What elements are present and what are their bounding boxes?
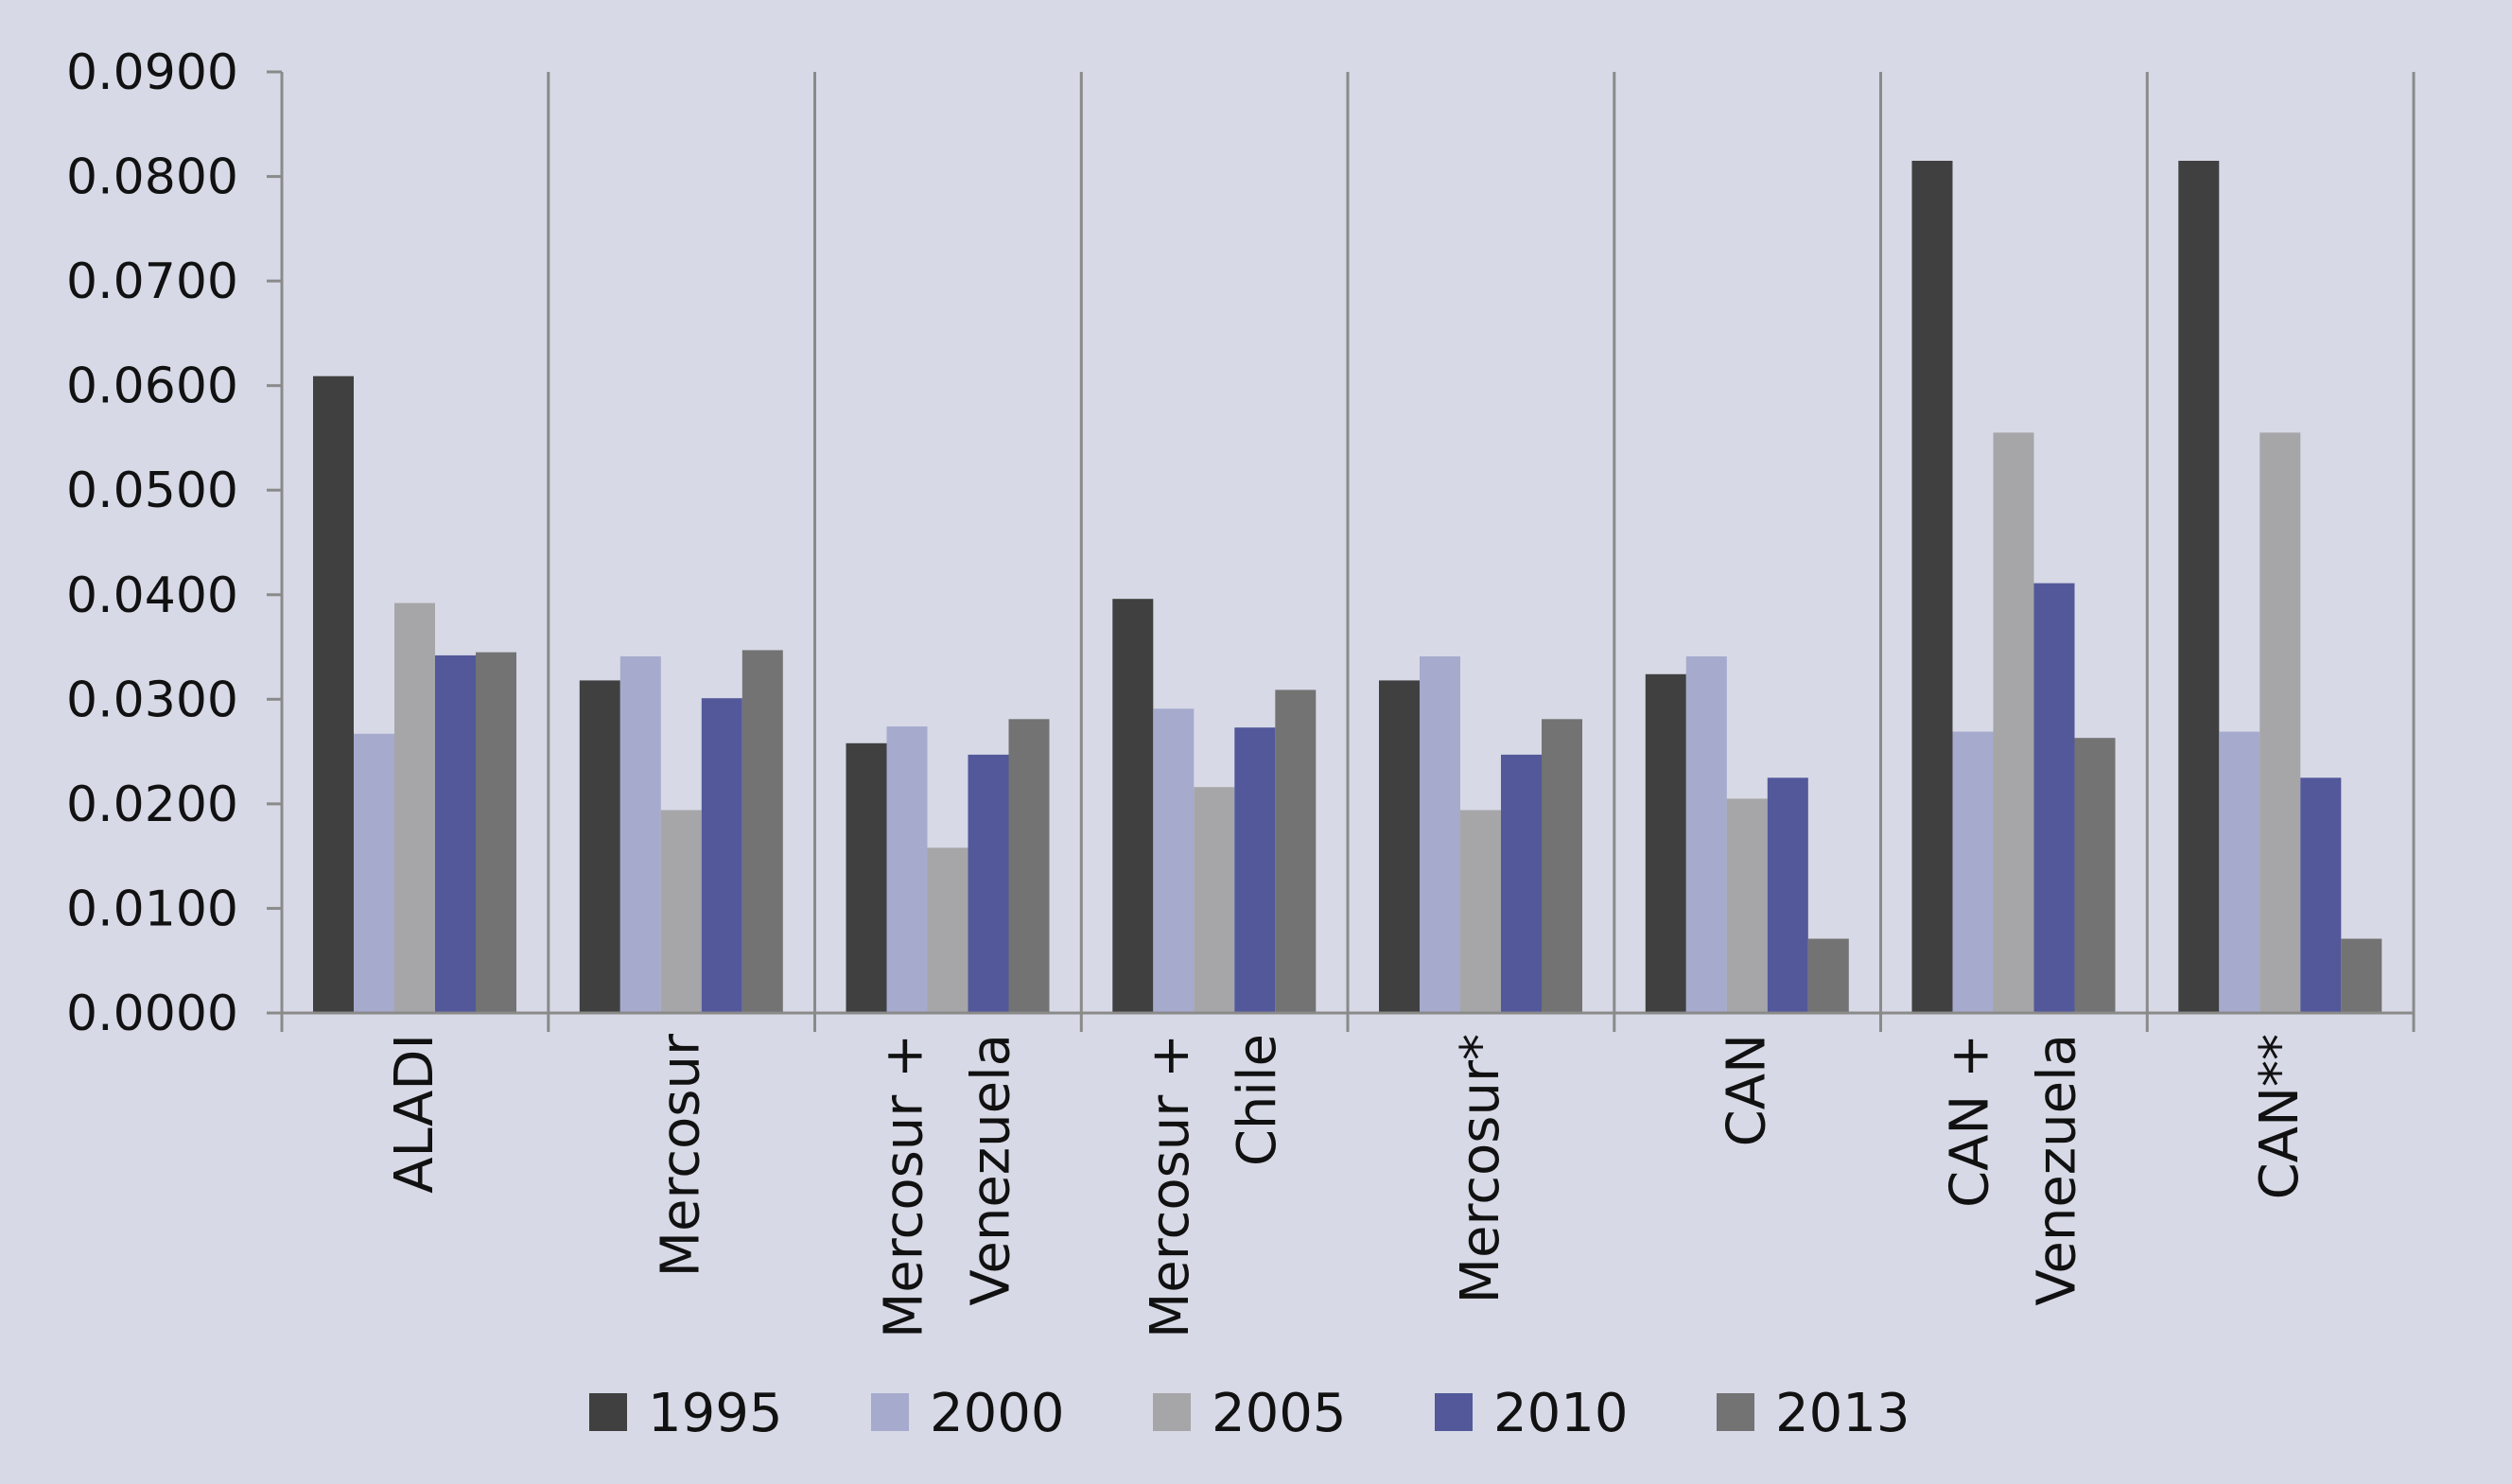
y-tick-label: 0.0500 xyxy=(66,463,238,519)
bar-1995-4 xyxy=(1379,680,1420,1013)
y-tick-label: 0.0000 xyxy=(66,986,238,1042)
legend-swatch-2000 xyxy=(871,1393,909,1431)
bar-1995-7 xyxy=(2178,161,2220,1013)
x-category-label: CAN + xyxy=(1939,1034,2000,1208)
x-category-label: Mercosur + xyxy=(1140,1034,1201,1338)
bar-1995-1 xyxy=(579,680,620,1013)
y-tick-label: 0.0900 xyxy=(66,44,238,101)
bar-2010-1 xyxy=(701,698,742,1013)
legend-swatch-2005 xyxy=(1153,1393,1191,1431)
bar-2013-5 xyxy=(1807,938,1849,1013)
bar-2013-3 xyxy=(1275,690,1317,1013)
bar-2005-2 xyxy=(927,847,968,1013)
y-tick-label: 0.0400 xyxy=(66,567,238,624)
bar-2010-0 xyxy=(435,655,476,1013)
bar-1995-0 xyxy=(313,375,354,1013)
bar-2013-1 xyxy=(741,650,783,1013)
y-tick-label: 0.0700 xyxy=(66,253,238,310)
bar-2005-1 xyxy=(660,810,702,1013)
y-tick-label: 0.0300 xyxy=(66,672,238,728)
bar-2005-5 xyxy=(1726,798,1768,1013)
bar-1995-5 xyxy=(1645,673,1686,1013)
legend-label-2010: 2010 xyxy=(1493,1383,1629,1444)
bars-layer xyxy=(313,161,2382,1014)
bar-2000-4 xyxy=(1420,656,1460,1013)
bar-2000-7 xyxy=(2219,731,2260,1013)
bar-2010-7 xyxy=(2300,777,2342,1014)
bar-2000-0 xyxy=(354,733,394,1013)
axes-layer: 0.0000 0.0100 0.0200 0.0300 0.0400 0.0500 0.06… xyxy=(66,44,2416,1338)
x-category-label: Mercosur* xyxy=(1450,1034,1511,1303)
legend-swatch-1995 xyxy=(589,1393,627,1431)
y-tick-label: 0.0800 xyxy=(66,149,238,206)
bar-2010-2 xyxy=(968,754,1009,1013)
bar-2010-5 xyxy=(1767,777,1808,1014)
x-category-label: ALADI xyxy=(384,1034,445,1194)
legend: 1995 2000 2005 2010 2013 xyxy=(589,1383,1910,1444)
x-category-label: Venezuela xyxy=(960,1034,1021,1306)
x-category-label: CAN xyxy=(1717,1034,1778,1146)
y-tick-label: 0.0200 xyxy=(66,777,238,833)
legend-label-2005: 2005 xyxy=(1212,1383,1347,1444)
x-category-label: Venezuela xyxy=(2026,1034,2087,1306)
bar-2000-3 xyxy=(1153,708,1195,1013)
bar-2005-0 xyxy=(394,602,435,1013)
x-category-label: Mercosur xyxy=(651,1033,712,1277)
x-category-label: Mercosur + xyxy=(873,1034,934,1338)
y-tick-label: 0.0600 xyxy=(66,358,238,415)
bar-2005-6 xyxy=(1993,432,2034,1013)
bar-2005-7 xyxy=(2259,432,2301,1013)
bar-2013-6 xyxy=(2074,738,2116,1013)
bar-1995-3 xyxy=(1112,599,1154,1013)
bar-2000-5 xyxy=(1685,656,1727,1013)
legend-label-2013: 2013 xyxy=(1775,1383,1910,1444)
x-category-label: Chile xyxy=(1227,1034,1288,1166)
bar-2013-2 xyxy=(1008,719,1050,1013)
bar-2000-6 xyxy=(1952,731,1994,1013)
legend-label-1995: 1995 xyxy=(648,1383,783,1444)
bar-1995-6 xyxy=(1911,161,1953,1013)
bar-2005-3 xyxy=(1194,787,1235,1013)
bar-2000-2 xyxy=(886,726,928,1013)
legend-label-2000: 2000 xyxy=(930,1383,1065,1444)
bar-2010-4 xyxy=(1501,754,1542,1013)
legend-swatch-2010 xyxy=(1435,1393,1473,1431)
bar-2013-7 xyxy=(2341,938,2382,1013)
bar-2005-4 xyxy=(1460,810,1501,1013)
bar-2013-4 xyxy=(1542,719,1582,1013)
bar-2010-3 xyxy=(1234,727,1276,1013)
legend-swatch-2013 xyxy=(1717,1393,1754,1431)
bar-2013-0 xyxy=(476,652,516,1013)
bar-2000-1 xyxy=(619,656,661,1013)
x-category-label: CAN** xyxy=(2249,1034,2311,1199)
bar-2010-6 xyxy=(2033,583,2075,1013)
bar-1995-2 xyxy=(846,742,887,1013)
y-tick-label: 0.0100 xyxy=(66,881,238,937)
